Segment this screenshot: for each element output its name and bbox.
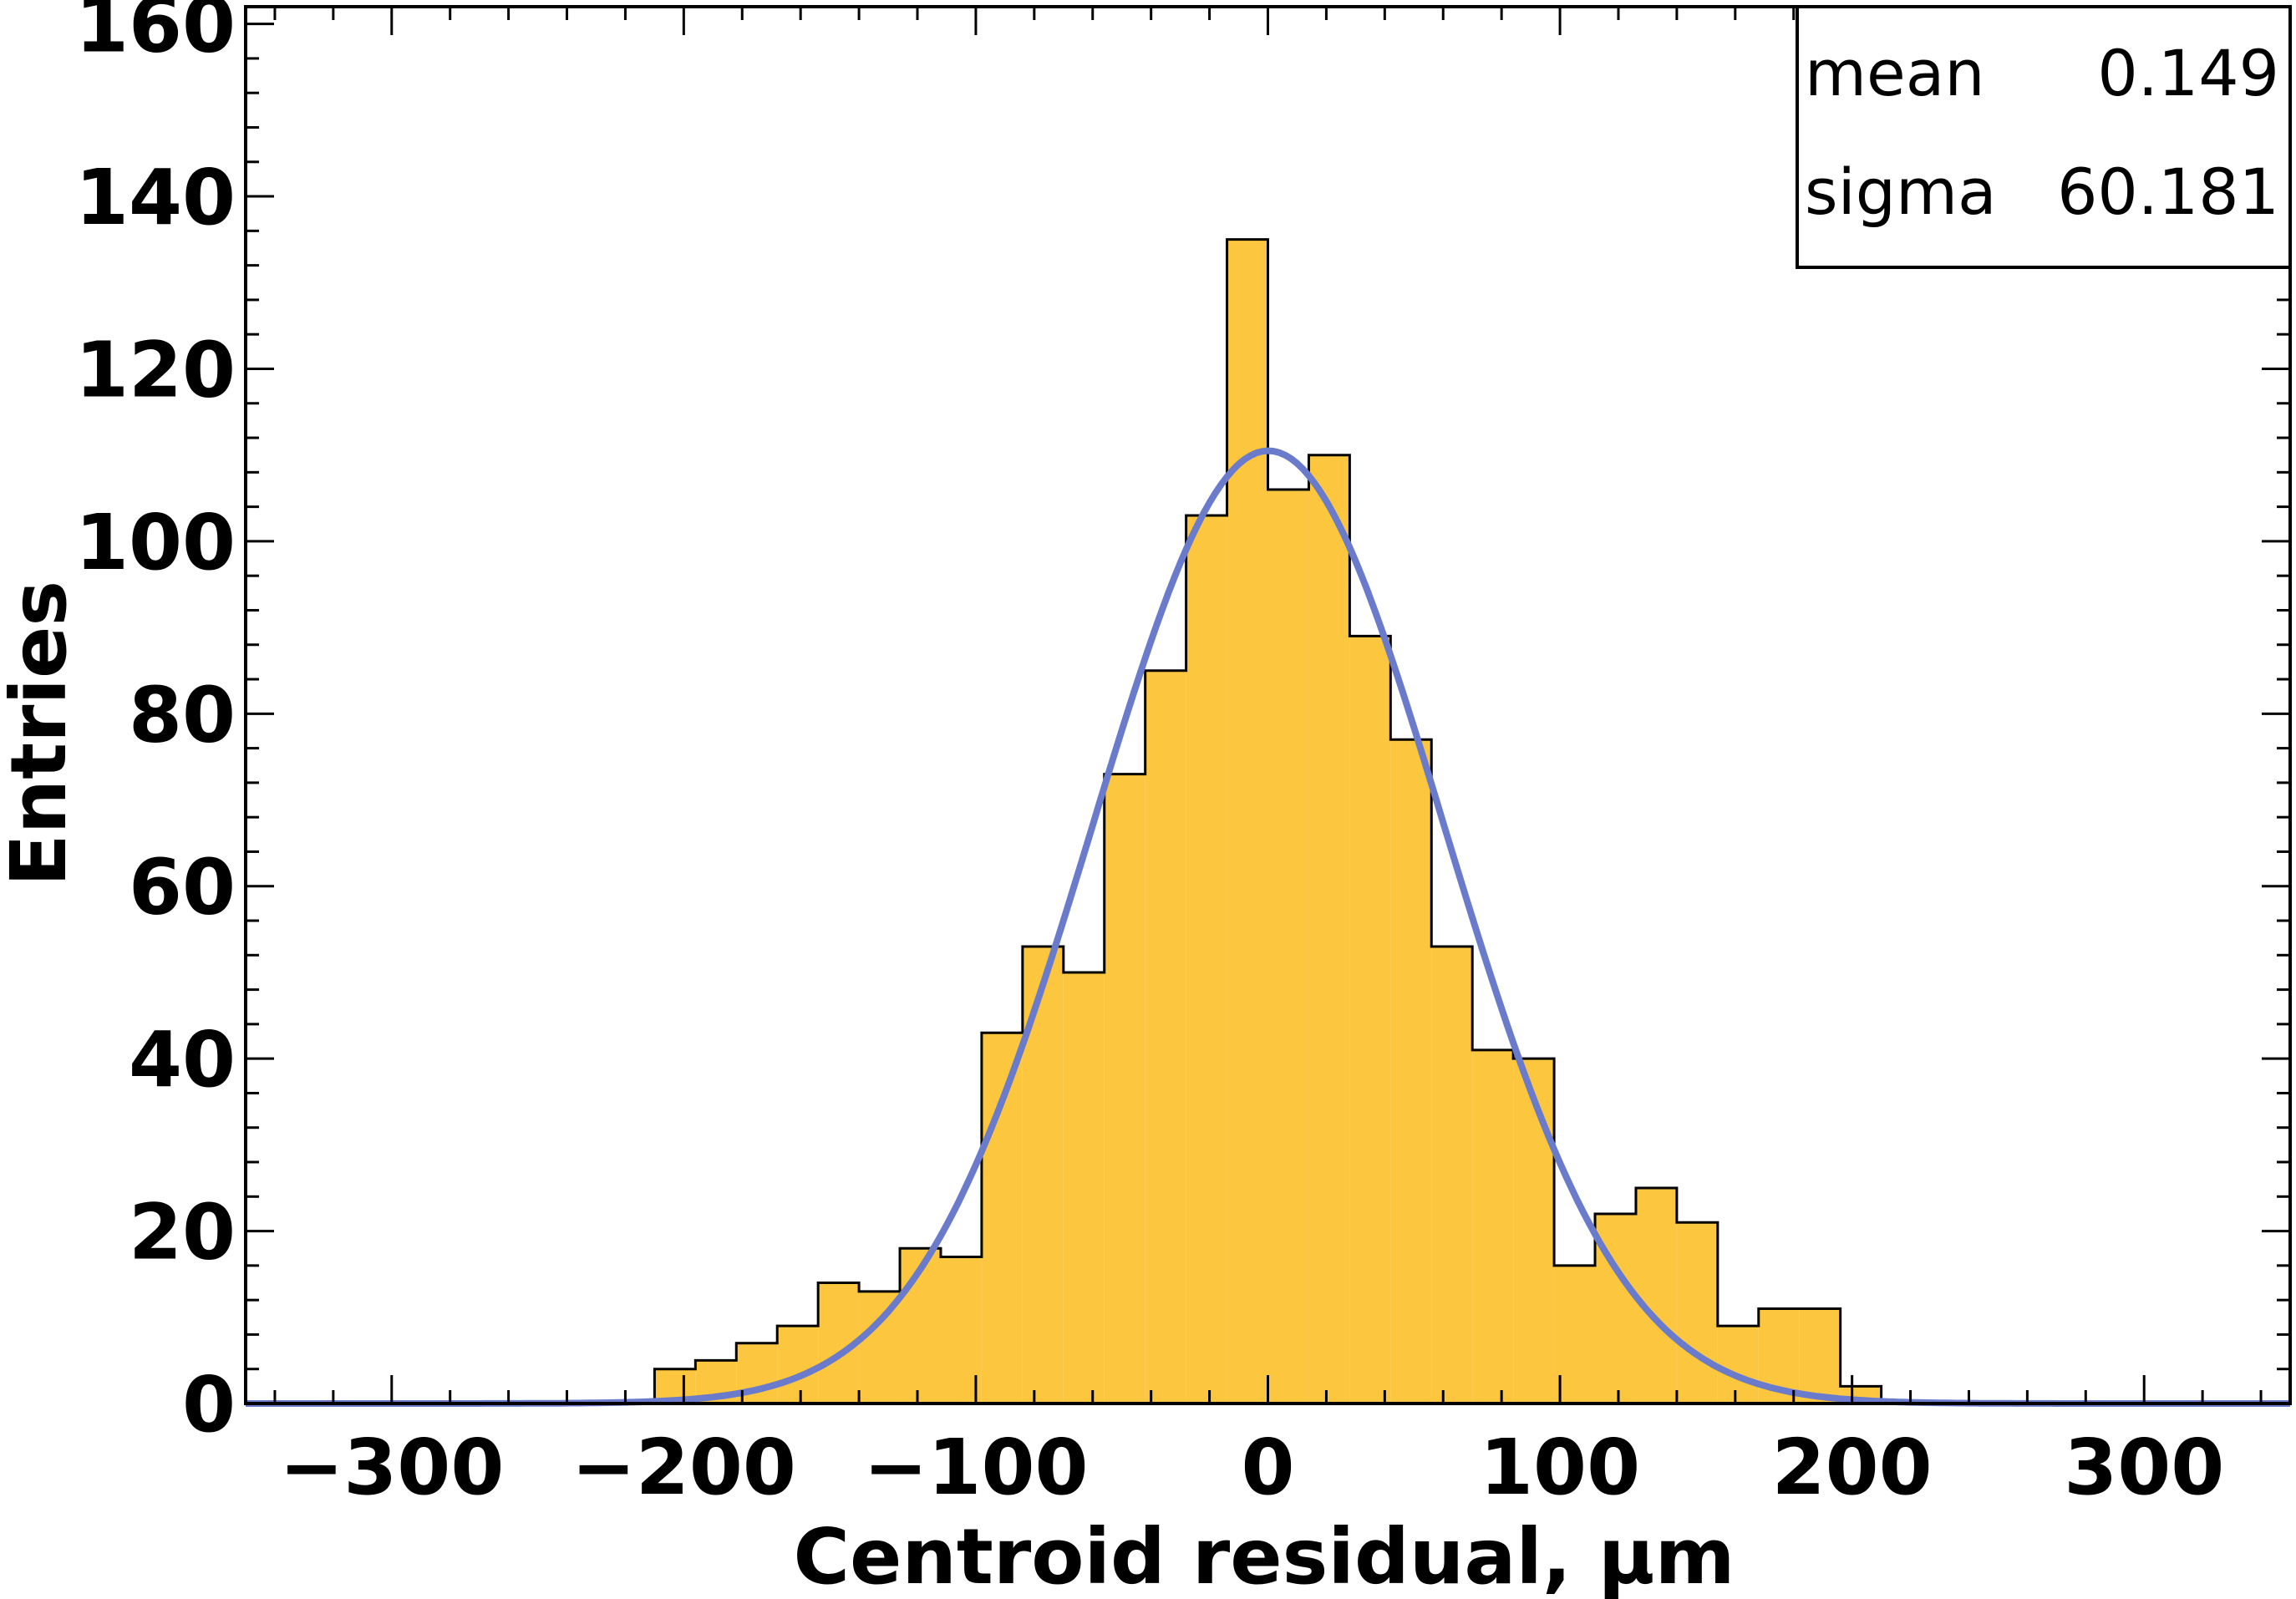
y-tick-label: 0 [182, 1360, 236, 1449]
x-tick-label: 0 [1241, 1423, 1294, 1512]
histogram-bar [1104, 774, 1145, 1404]
histogram-bars [654, 239, 1882, 1404]
stats-sigma-label: sigma [1805, 155, 1997, 229]
y-tick-label: 80 [129, 670, 236, 759]
y-tick-label: 60 [129, 843, 236, 932]
histogram-bar [1349, 636, 1391, 1404]
histogram-bar [1431, 946, 1473, 1404]
histogram-bar [1145, 670, 1186, 1404]
histogram-bar [1635, 1187, 1677, 1404]
y-tick-label: 120 [75, 325, 236, 414]
stats-sigma-value: 60.181 [2057, 155, 2279, 229]
stats-mean-value: 0.149 [2097, 36, 2279, 110]
histogram-bar [1267, 489, 1309, 1404]
y-tick-label: 140 [75, 153, 236, 242]
histogram-bar [1799, 1308, 1841, 1404]
histogram-bar [777, 1326, 819, 1404]
histogram-bar [1676, 1222, 1718, 1404]
x-tick-label: 300 [2064, 1423, 2224, 1512]
x-tick-label: 200 [1772, 1423, 1933, 1512]
histogram-bar [1390, 739, 1432, 1404]
histogram-bar [1717, 1326, 1759, 1404]
stats-mean-label: mean [1805, 36, 1985, 110]
stats-box-frame [1796, 5, 2292, 269]
x-tick-labels: −300 −200 −100 0 100 200 300 [279, 1423, 2224, 1512]
histogram-bar [1186, 515, 1227, 1404]
y-tick-label: 160 [75, 0, 236, 70]
x-axis-title: Centroid residual, µm [794, 1512, 1735, 1599]
y-tick-labels: 0 20 40 60 80 100 120 140 160 [75, 0, 236, 1449]
histogram-bar [1022, 946, 1064, 1404]
y-tick-label: 20 [129, 1188, 236, 1277]
x-tick-label: 100 [1480, 1423, 1640, 1512]
stats-box: mean 0.149 sigma 60.181 [1796, 5, 2292, 269]
histogram-outline [653, 238, 1883, 1404]
y-tick-label: 100 [75, 498, 236, 587]
histogram-bar [1513, 1058, 1555, 1404]
y-tick-label: 40 [129, 1015, 236, 1104]
histogram-bar [1308, 454, 1350, 1404]
histogram-bar [1063, 972, 1105, 1404]
axis-ticks [246, 7, 2290, 1405]
y-axis-title: Entries [0, 581, 84, 886]
histogram-bar [1472, 1049, 1514, 1404]
x-tick-label: −100 [863, 1423, 1088, 1512]
x-tick-label: −300 [279, 1423, 504, 1512]
histogram-bar [981, 1033, 1023, 1404]
x-tick-label: −200 [571, 1423, 796, 1512]
histogram-bar [1227, 239, 1268, 1404]
